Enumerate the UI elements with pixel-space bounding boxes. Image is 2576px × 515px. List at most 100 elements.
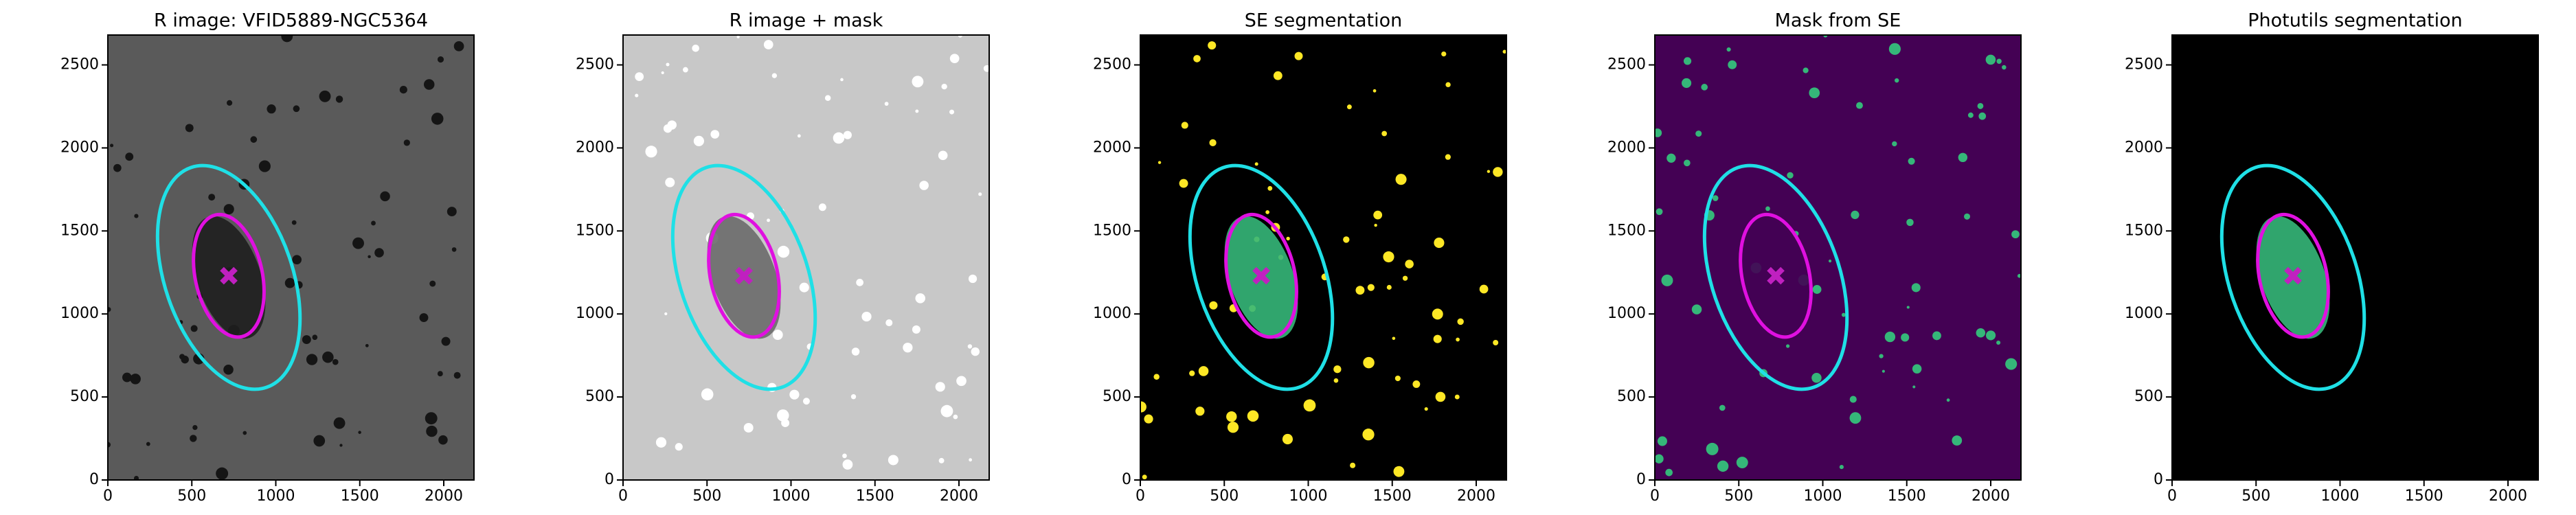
- image-source: [302, 335, 311, 345]
- image-source: [1383, 251, 1394, 263]
- image-source: [1803, 67, 1809, 73]
- x-tick-label: 2000: [940, 488, 978, 505]
- image-source: [1717, 460, 1729, 472]
- y-tick-label: 500: [70, 388, 99, 405]
- aperture-ellipse: [1188, 163, 1335, 391]
- x-tick-label: 500: [1724, 488, 1753, 505]
- aperture-ellipse: [155, 163, 302, 391]
- image-source: [789, 389, 800, 400]
- image-source: [1892, 141, 1897, 147]
- image-source: [447, 207, 457, 217]
- image-source: [818, 203, 826, 211]
- aperture-ellipse: [2256, 212, 2330, 339]
- image-source: [1726, 47, 1731, 52]
- x-tick-label: 1500: [1373, 488, 1412, 505]
- image-source: [1695, 130, 1702, 137]
- image-source: [179, 354, 185, 360]
- image-source: [1209, 301, 1218, 310]
- image-source: [250, 136, 258, 143]
- image-source: [1856, 102, 1863, 109]
- image-source: [861, 311, 872, 322]
- image-source: [208, 194, 216, 201]
- image-source: [1765, 206, 1770, 211]
- image-source: [2276, 328, 2281, 332]
- x-tick-label: 1000: [1289, 488, 1327, 505]
- y-tick-label: 2000: [60, 139, 99, 156]
- image-source: [1811, 373, 1822, 383]
- image-source: [1282, 433, 1293, 445]
- image-source: [2415, 306, 2422, 312]
- image-source: [258, 160, 271, 172]
- image-source: [799, 282, 809, 293]
- image-source: [339, 444, 343, 447]
- image-source: [1333, 378, 1339, 383]
- image-source: [663, 124, 673, 133]
- image-source: [1912, 385, 1916, 389]
- image-source: [1247, 410, 1259, 422]
- image-source: [192, 424, 198, 431]
- image-source: [777, 245, 790, 258]
- image-source: [635, 93, 639, 98]
- image-source: [2500, 139, 2509, 148]
- image-source: [2395, 62, 2402, 69]
- image-source: [419, 313, 429, 323]
- image-source: [666, 62, 670, 67]
- image-source: [2187, 150, 2195, 159]
- image-source: [130, 374, 141, 385]
- image-source: [1179, 179, 1188, 188]
- y-tick-label: 2000: [2125, 139, 2163, 156]
- image-source: [2528, 295, 2538, 305]
- image-source: [1908, 157, 1915, 165]
- image-source: [437, 56, 444, 63]
- image-source: [190, 325, 198, 332]
- image-source: [1701, 84, 1708, 91]
- image-source: [635, 72, 644, 82]
- image-source: [2482, 405, 2492, 415]
- image-source: [2478, 190, 2482, 194]
- image-source: [1839, 465, 1844, 470]
- image-source: [2509, 324, 2520, 335]
- image-source: [953, 414, 958, 420]
- image-source: [915, 109, 919, 113]
- x-tick-label: 500: [177, 488, 206, 505]
- x-tick-label: 1500: [856, 488, 894, 505]
- image-source: [842, 459, 853, 470]
- image-source: [1208, 41, 1217, 50]
- image-source: [2224, 132, 2236, 144]
- image-source: [1254, 162, 1258, 166]
- image-source: [1373, 210, 1383, 220]
- image-source: [1691, 304, 1702, 314]
- image-source: [736, 35, 740, 38]
- image-source: [380, 191, 390, 202]
- image-source: [2180, 428, 2189, 437]
- image-source: [1932, 331, 1941, 341]
- image-source: [1493, 339, 1499, 345]
- image-source: [843, 130, 852, 139]
- image-source: [1350, 462, 1356, 468]
- y-tick-label: 1000: [1607, 305, 1646, 322]
- image-source: [1273, 71, 1283, 80]
- image-source: [1157, 161, 1162, 164]
- image-source: [2303, 434, 2313, 444]
- image-source: [2429, 331, 2435, 338]
- image-source: [2341, 264, 2349, 273]
- image-source: [1493, 167, 1503, 177]
- image-source: [1996, 340, 2001, 345]
- x-tick-label: 0: [2167, 488, 2177, 505]
- y-tick-label: 0: [1636, 471, 1646, 488]
- image-source: [292, 255, 302, 265]
- image-source: [399, 86, 407, 94]
- y-tick-label: 1500: [60, 222, 99, 239]
- image-source: [1195, 407, 1205, 416]
- image-source: [1198, 366, 1209, 376]
- image-source: [424, 79, 435, 90]
- image-source: [1879, 354, 1884, 358]
- image-source: [1964, 213, 1971, 220]
- image-source: [941, 83, 947, 90]
- image-source: [403, 139, 410, 146]
- aperture-ellipse: [2219, 163, 2366, 391]
- image-source: [1978, 112, 1987, 120]
- center-marker: [735, 266, 753, 285]
- image-source: [1362, 428, 1375, 441]
- image-source: [1372, 89, 1377, 93]
